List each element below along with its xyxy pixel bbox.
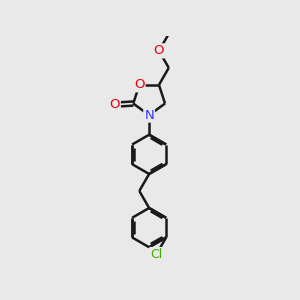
Text: N: N [144,109,154,122]
Text: Cl: Cl [150,248,162,261]
Text: O: O [154,44,164,57]
Text: O: O [109,98,120,111]
Text: O: O [134,78,145,92]
